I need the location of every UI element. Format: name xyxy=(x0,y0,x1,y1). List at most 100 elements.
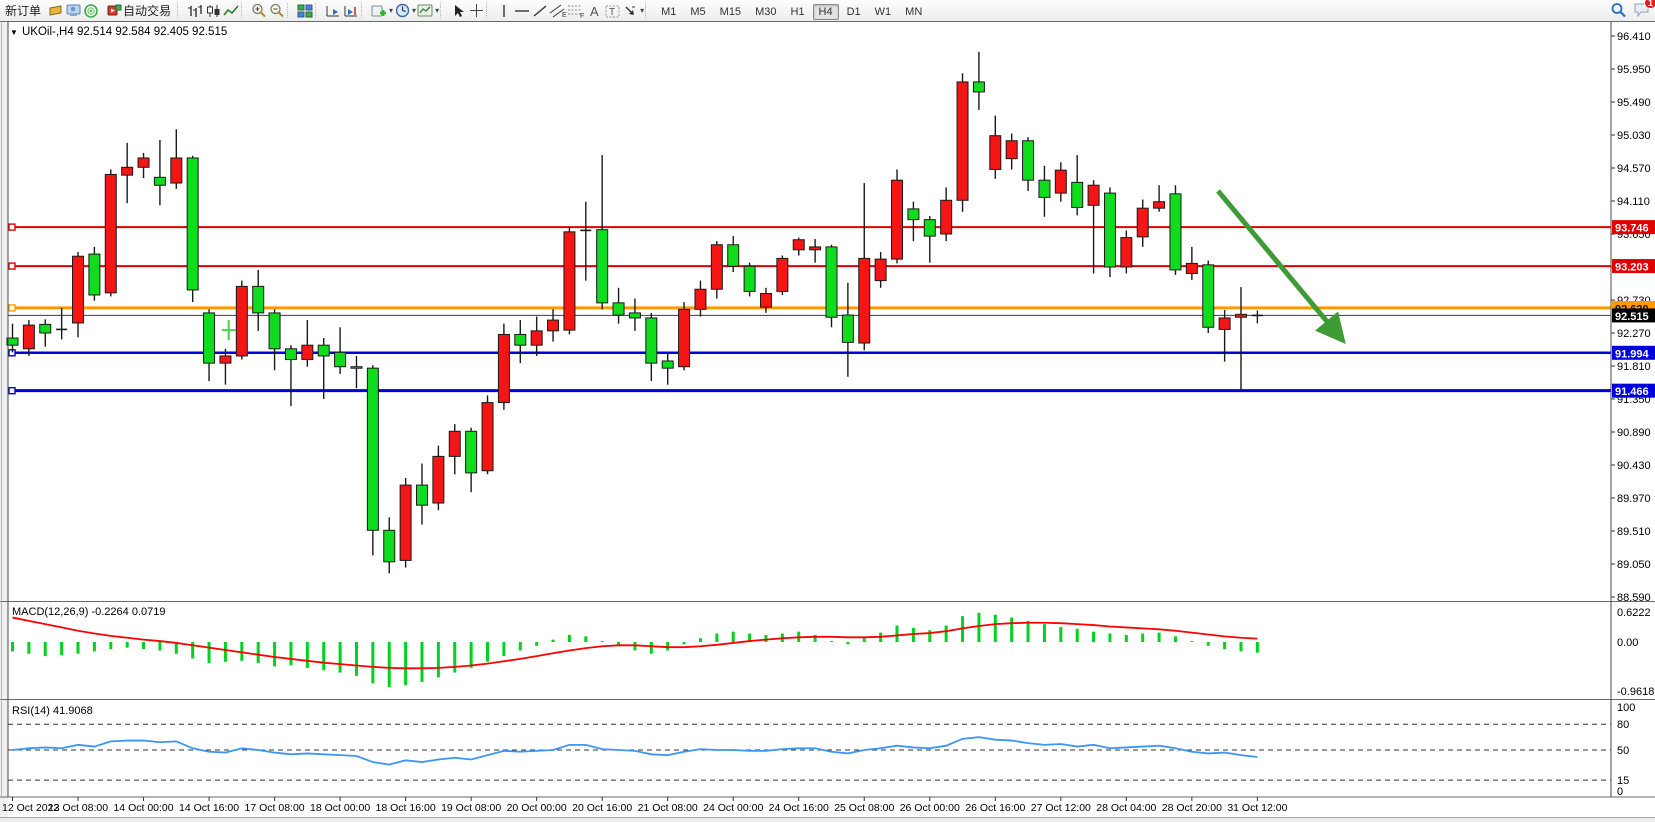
new-order-ticket-icon[interactable] xyxy=(46,2,64,19)
svg-text:94.110: 94.110 xyxy=(1617,196,1650,208)
time-label: 27 Oct 12:00 xyxy=(1031,802,1091,814)
svg-text:93.746: 93.746 xyxy=(1615,223,1649,235)
svg-text:0: 0 xyxy=(1617,786,1623,798)
fibonacci-icon[interactable]: F xyxy=(567,2,585,19)
timeframe-M1[interactable]: M1 xyxy=(661,5,677,18)
svg-text:100: 100 xyxy=(1617,702,1635,714)
horizontal-line-icon[interactable] xyxy=(513,2,531,19)
toolbar-separator xyxy=(287,3,295,18)
trendline-icon[interactable] xyxy=(531,2,549,19)
svg-text:91.466: 91.466 xyxy=(1615,386,1649,398)
toolbar: 新订单 自动交易 xyxy=(0,0,1655,22)
templates-dropdown-icon[interactable]: ▾ xyxy=(435,6,440,15)
timeframe-W1[interactable]: W1 xyxy=(874,5,892,18)
timeframe-M30[interactable]: M30 xyxy=(755,5,777,18)
time-label: 18 Oct 00:00 xyxy=(310,802,370,814)
time-label: 24 Oct 00:00 xyxy=(703,802,763,814)
auto-scroll-icon[interactable] xyxy=(324,2,342,19)
time-label: 17 Oct 08:00 xyxy=(245,802,305,814)
channel-icon[interactable]: E xyxy=(549,2,567,19)
svg-text:0.00: 0.00 xyxy=(1617,637,1638,649)
signal-icon[interactable] xyxy=(82,2,100,19)
svg-text:-0.9618: -0.9618 xyxy=(1617,686,1654,698)
terminal-icon[interactable] xyxy=(64,2,82,19)
toolbar-separator xyxy=(645,3,653,18)
templates-icon[interactable] xyxy=(416,2,434,19)
new-order-button[interactable]: 新订单 xyxy=(0,1,46,20)
crosshair-icon[interactable] xyxy=(467,2,485,19)
indicators-icon[interactable] xyxy=(370,2,388,19)
timeframe-M15[interactable]: M15 xyxy=(719,5,742,18)
zoom-out-icon[interactable] xyxy=(268,2,286,19)
candlestick-icon[interactable] xyxy=(204,2,222,19)
horizontal-lines-layer[interactable] xyxy=(8,223,1611,395)
svg-text:T: T xyxy=(609,7,615,18)
svg-text:E: E xyxy=(562,12,567,18)
periods-icon[interactable] xyxy=(393,2,411,19)
svg-text:90.890: 90.890 xyxy=(1617,427,1651,439)
price-axis[interactable]: 96.41095.95095.49095.03094.57094.11093.6… xyxy=(1611,31,1655,604)
svg-text:92.515: 92.515 xyxy=(1615,311,1649,323)
indicators-dropdown-icon[interactable]: ▾ xyxy=(389,6,394,15)
svg-text:A: A xyxy=(590,4,599,18)
svg-text:15: 15 xyxy=(1617,775,1629,787)
text-icon[interactable]: A xyxy=(585,2,603,19)
svg-text:0.6222: 0.6222 xyxy=(1617,607,1651,619)
time-label: 13 Oct 08:00 xyxy=(48,802,108,814)
label-icon[interactable]: T xyxy=(603,2,621,19)
trend-arrow[interactable] xyxy=(1216,189,1346,345)
chat-icon[interactable]: 1 xyxy=(1633,0,1655,18)
toolbar-separator xyxy=(361,3,369,18)
svg-text:90.430: 90.430 xyxy=(1617,460,1651,472)
toolbar-separator xyxy=(486,3,494,18)
cursor-icon[interactable] xyxy=(449,2,467,19)
zoom-in-icon[interactable] xyxy=(250,2,268,19)
new-order-label: 新订单 xyxy=(5,4,42,18)
chart-title: UKOil-,H4 92.514 92.584 92.405 92.515 xyxy=(22,26,227,38)
chart-shift-icon[interactable] xyxy=(342,2,360,19)
svg-text:93.203: 93.203 xyxy=(1615,262,1649,274)
vertical-line-icon[interactable] xyxy=(495,2,513,19)
chart-window: 0.6222 0.00 -0.9618 100 80 50 15 0 96.410 95.95… xyxy=(0,21,1655,822)
symbol-dropdown-icon[interactable]: ▼ xyxy=(10,28,18,37)
rsi-pane: 100 80 50 150 xyxy=(8,702,1635,798)
svg-text:95.030: 95.030 xyxy=(1617,130,1651,142)
time-label: 12 Oct 2022 xyxy=(2,802,59,814)
macd-pane: 0.6222 0.00 -0.9618 xyxy=(11,607,1654,698)
svg-text:91.810: 91.810 xyxy=(1617,361,1651,373)
toolbar-separator xyxy=(177,3,185,18)
tile-windows-icon[interactable] xyxy=(296,2,314,19)
pane-borders xyxy=(0,21,1655,818)
bar-chart-icon[interactable] xyxy=(186,2,204,19)
search-icon[interactable] xyxy=(1609,1,1627,18)
timeframe-MN[interactable]: MN xyxy=(905,5,923,18)
timeframe-H1[interactable]: H1 xyxy=(790,5,805,18)
toolbar-right: 1 xyxy=(1609,0,1655,18)
svg-text:94.570: 94.570 xyxy=(1617,163,1651,175)
chart-canvas[interactable]: 0.6222 0.00 -0.9618 100 80 50 150 96.410 95.95… xyxy=(0,21,1655,822)
timeframe-M5[interactable]: M5 xyxy=(690,5,706,18)
timeframe-H4[interactable]: H4 xyxy=(812,3,839,20)
price-marker-93.203: 93.203 xyxy=(1612,259,1655,274)
time-label: 14 Oct 00:00 xyxy=(113,802,173,814)
autotrading-button[interactable]: 自动交易 xyxy=(100,1,176,20)
timeframe-D1[interactable]: D1 xyxy=(846,5,861,18)
time-label: 26 Oct 16:00 xyxy=(965,802,1025,814)
time-label: 28 Oct 04:00 xyxy=(1096,802,1156,814)
time-label: 25 Oct 08:00 xyxy=(834,802,894,814)
line-chart-icon[interactable] xyxy=(222,2,240,19)
time-label: 31 Oct 12:00 xyxy=(1227,802,1287,814)
svg-text:F: F xyxy=(580,13,584,18)
price-marker-91.466: 91.466 xyxy=(1612,383,1655,398)
time-label: 21 Oct 08:00 xyxy=(638,802,698,814)
svg-text:96.410: 96.410 xyxy=(1617,31,1651,43)
arrows-icon[interactable] xyxy=(621,2,639,19)
annotations-layer[interactable] xyxy=(221,189,1346,345)
svg-text:95.950: 95.950 xyxy=(1617,64,1651,76)
chart-background xyxy=(0,21,1655,822)
arrows-dropdown-icon[interactable]: ▾ xyxy=(640,6,645,15)
periods-dropdown-icon[interactable]: ▾ xyxy=(412,6,417,15)
time-label: 20 Oct 00:00 xyxy=(507,802,567,814)
